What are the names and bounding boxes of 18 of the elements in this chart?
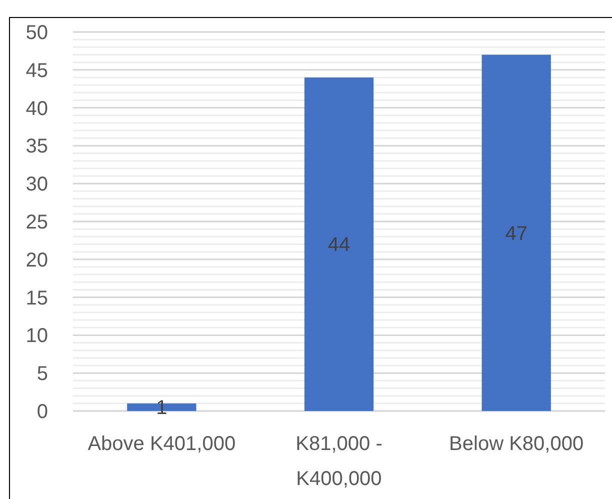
y-tick-label: 25 <box>26 212 48 234</box>
y-tick-label: 30 <box>26 174 48 196</box>
y-tick-label: 10 <box>26 325 48 348</box>
data-label: 44 <box>328 234 350 256</box>
y-tick-label: 45 <box>26 60 48 82</box>
data-label: 47 <box>505 222 528 245</box>
y-tick-label: 50 <box>26 22 48 44</box>
bar <box>304 77 374 411</box>
x-tick-label: Above K401,000 <box>88 433 236 455</box>
x-tick-label: Below K80,000 <box>449 433 584 455</box>
y-tick-label: 0 <box>36 401 48 423</box>
y-tick-label: 15 <box>26 287 48 310</box>
bar <box>482 54 551 411</box>
y-tick-label: 20 <box>26 249 48 272</box>
x-tick-label: K81,000 - K400,000 <box>296 433 382 490</box>
y-tick-label: 35 <box>26 136 48 158</box>
y-tick-label: 5 <box>36 363 48 386</box>
y-tick-label: 40 <box>26 98 48 120</box>
